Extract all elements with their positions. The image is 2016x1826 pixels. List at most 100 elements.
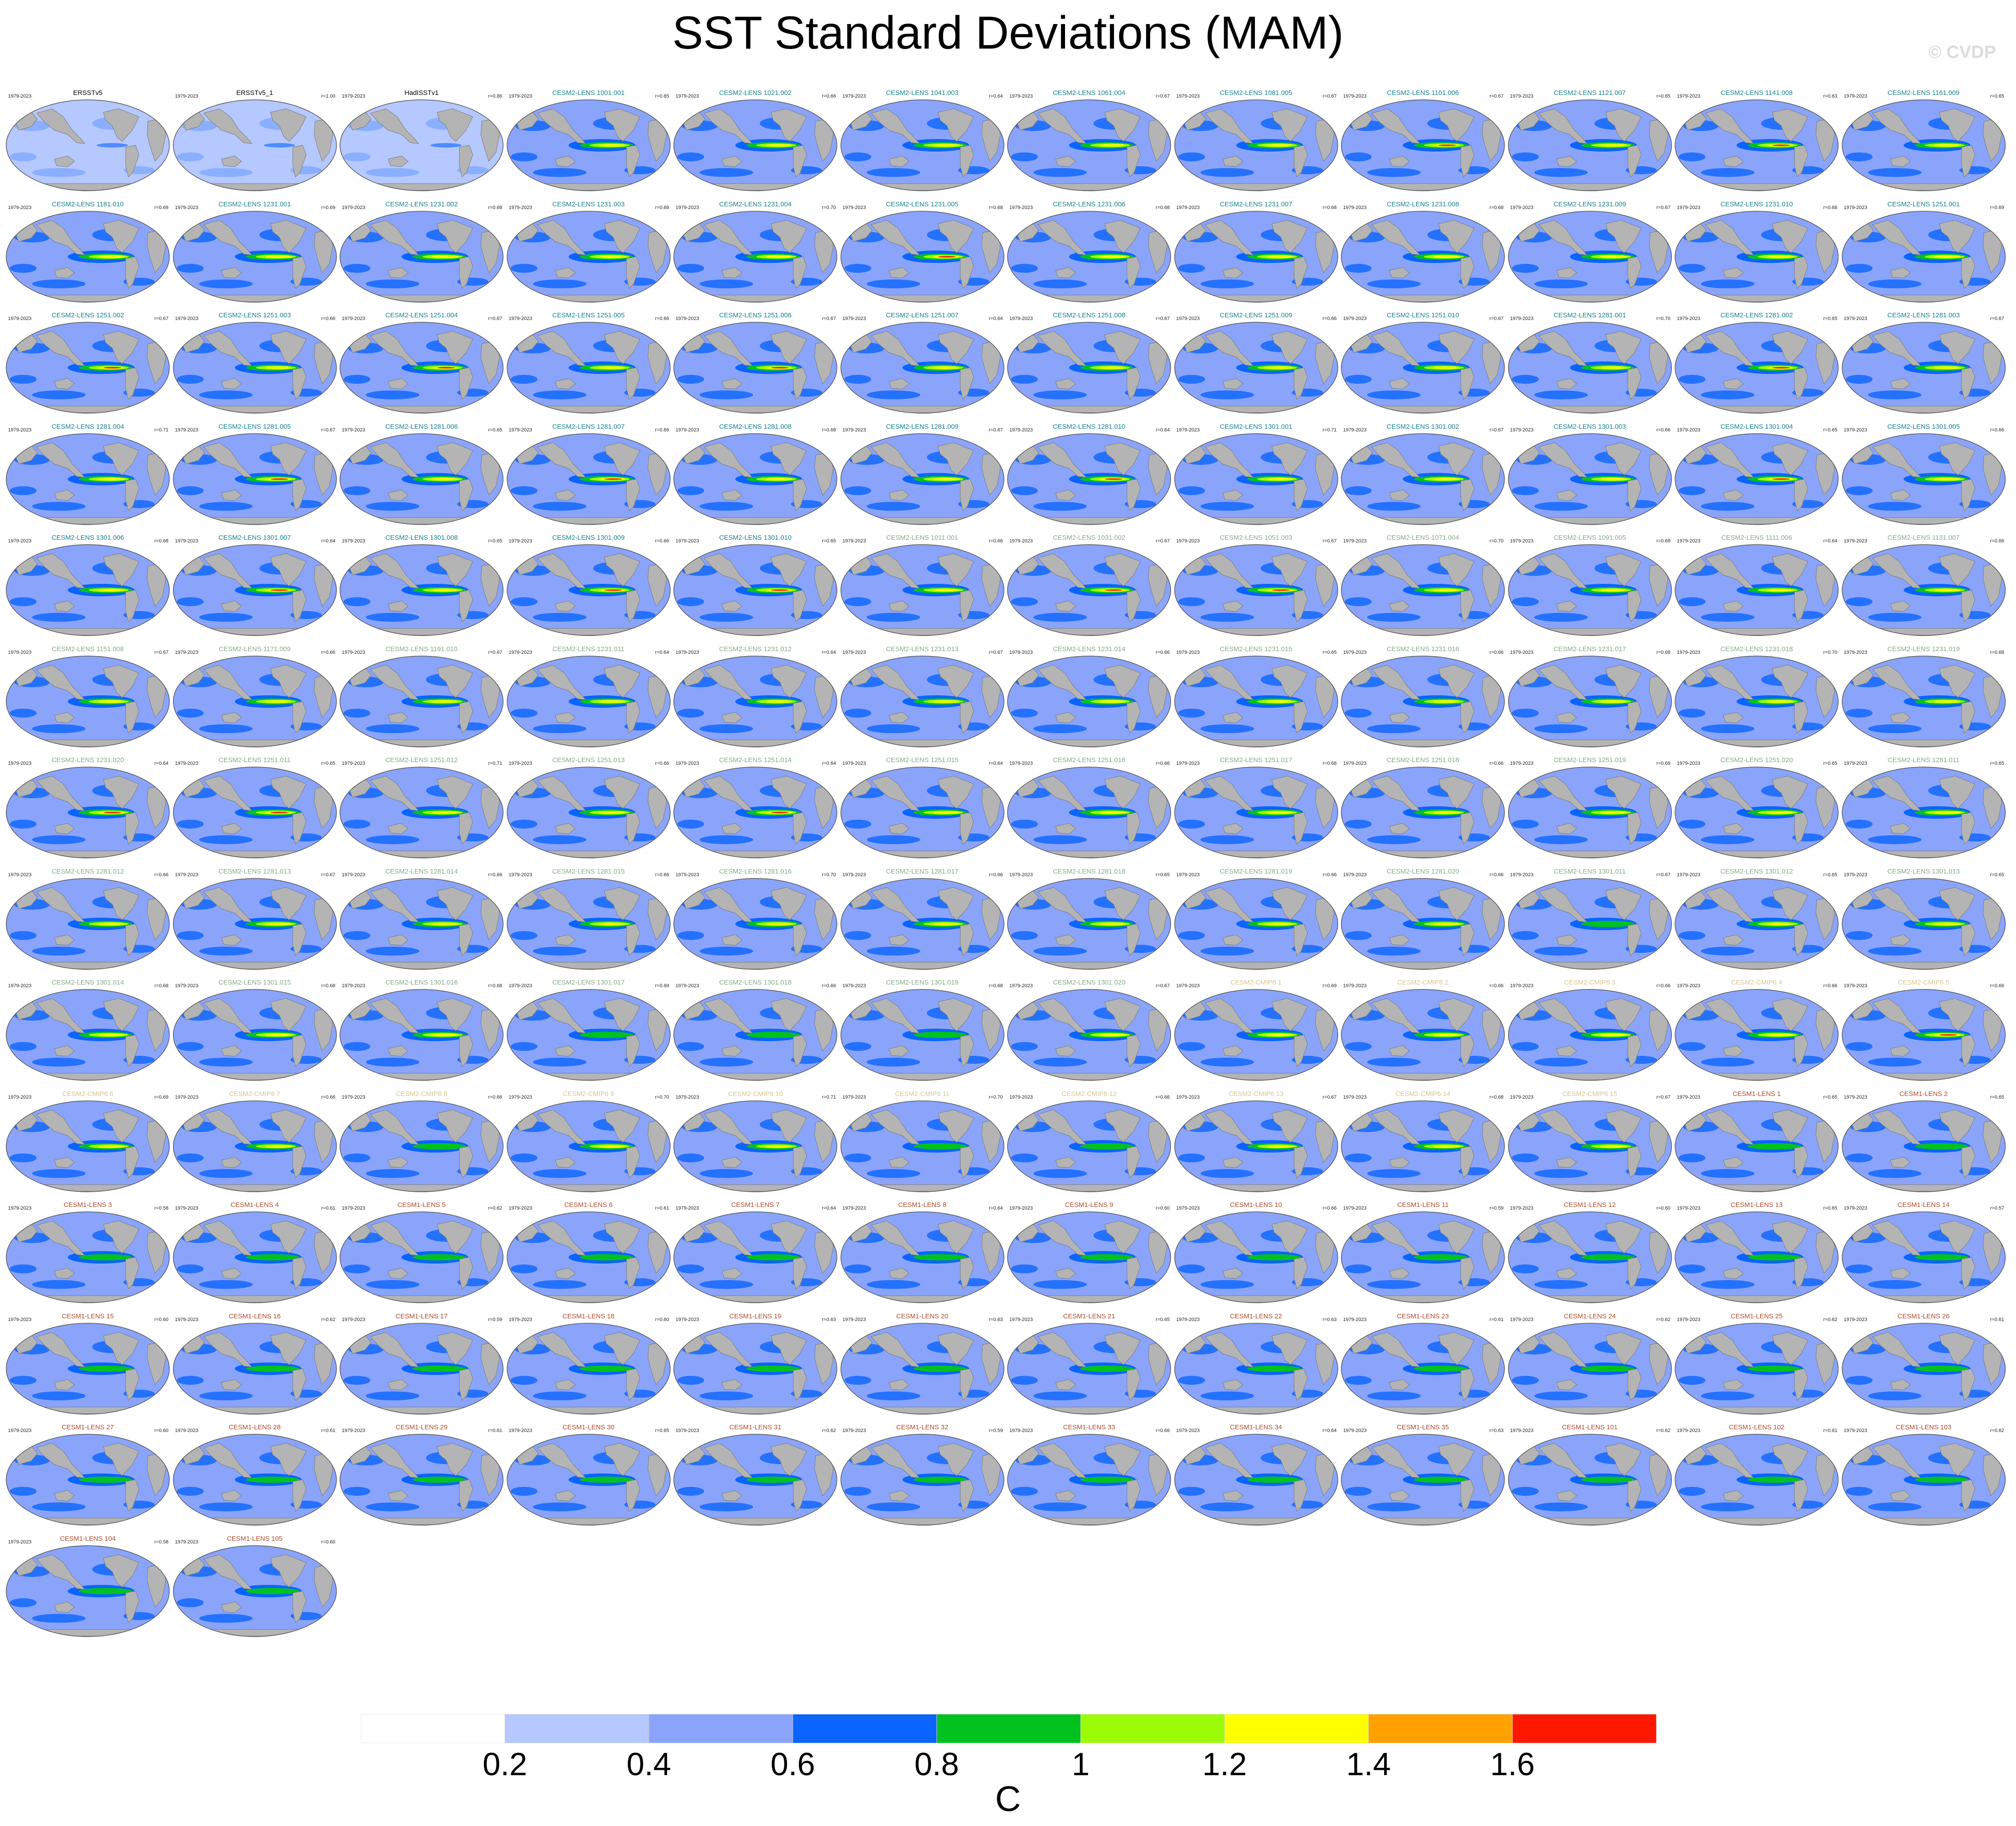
enso-band-core xyxy=(746,1032,800,1038)
variability-patch xyxy=(866,1169,920,1178)
sst-map xyxy=(673,433,837,525)
enso-band-peak xyxy=(1433,255,1460,258)
land-mass xyxy=(1872,1109,1921,1145)
colorbar-segment xyxy=(1368,1714,1513,1743)
panel-period: 1979-2023 xyxy=(175,1539,199,1545)
enso-band-max xyxy=(270,589,288,591)
enso-band-peak xyxy=(1934,144,1961,147)
land-mass xyxy=(370,331,419,366)
panel-pattern-correlation: r=0.58 xyxy=(154,1539,169,1545)
panel-title: CESM2-LENS 1251.019 xyxy=(1553,756,1626,764)
land-mass xyxy=(292,478,307,511)
variability-patch xyxy=(510,820,537,829)
panel-title: CESM2-LENS 1301.005 xyxy=(1887,423,1960,431)
panel-pattern-correlation: r=0.67 xyxy=(321,872,336,878)
panel-period: 1979-2023 xyxy=(1343,94,1367,99)
sst-map xyxy=(1841,1322,2006,1415)
panel-period: 1979-2023 xyxy=(342,94,365,99)
panel-pattern-correlation: r=0.66 xyxy=(154,872,169,878)
map-border xyxy=(1341,544,1505,636)
land-mass xyxy=(270,108,307,142)
land-mass xyxy=(292,923,307,956)
variability-patch xyxy=(1011,931,1038,940)
variability-patch xyxy=(1534,1280,1588,1289)
panel-title: CESM2-LENS 1231.007 xyxy=(1220,200,1292,208)
variability-patch xyxy=(1534,835,1588,844)
panel-pattern-correlation: r=0.66 xyxy=(1656,983,1671,989)
land-mass xyxy=(1723,267,1744,279)
enso-band-peak xyxy=(98,255,125,258)
map-panel: 1979-2023 CESM1-LENS 101 r=0.62 xyxy=(1508,1424,1672,1526)
variability-patch xyxy=(844,1153,871,1162)
variability-patch xyxy=(1345,1487,1372,1496)
panel-title: CESM2-LENS 1281.015 xyxy=(552,867,625,875)
variability-patch xyxy=(10,1042,37,1051)
map-border xyxy=(506,989,671,1081)
panel-pattern-correlation: r=0.69 xyxy=(1323,983,1337,989)
land-mass xyxy=(888,156,910,167)
panel-title: CESM2-LENS 1301.009 xyxy=(552,534,625,542)
panel-title: CESM1-LENS 12 xyxy=(1564,1201,1616,1209)
variability-patch xyxy=(1701,168,1754,177)
panel-title: CESM2-CMIP6 10 xyxy=(728,1090,783,1098)
land-mass xyxy=(103,442,139,476)
land-mass xyxy=(1037,442,1087,478)
map-panel: 1979-2023 CESM2-LENS 1231.020 r=0.64 xyxy=(5,756,170,859)
panel-title: CESM1-LENS 21 xyxy=(1063,1312,1115,1320)
panel-title: CESM2-LENS 1281.004 xyxy=(51,423,124,431)
sst-map xyxy=(673,989,837,1081)
map-panel: 1979-2023 CESM2-LENS 1281.019 r=0.66 xyxy=(1174,868,1339,970)
variability-patch xyxy=(1701,946,1754,956)
panel-period: 1979-2023 xyxy=(1176,538,1200,544)
map-border xyxy=(1841,655,2006,747)
panel-pattern-correlation: r=0.62 xyxy=(1990,1428,2004,1433)
panel-title: CESM2-LENS 1281.011 xyxy=(1887,756,1960,764)
map-border xyxy=(6,1545,170,1637)
map-border xyxy=(1675,99,1839,191)
variability-patch xyxy=(677,486,704,495)
land-mass xyxy=(1460,1479,1475,1512)
panel-period: 1979-2023 xyxy=(1677,205,1700,210)
enso-band-peak xyxy=(432,1034,459,1036)
panel-period: 1979-2023 xyxy=(1176,1317,1200,1322)
land-mass xyxy=(721,711,742,723)
land-mass xyxy=(1389,600,1410,612)
map-panel: 1979-2023 CESM2-CMIP6 7 r=0.66 xyxy=(172,1090,337,1193)
panel-period: 1979-2023 xyxy=(676,1428,699,1433)
land-mass xyxy=(603,1109,640,1143)
land-mass xyxy=(603,998,640,1031)
map-border xyxy=(1675,210,1839,303)
variability-patch xyxy=(1200,1169,1254,1178)
land-mass xyxy=(1222,600,1243,612)
land-mass xyxy=(1460,923,1475,956)
enso-band-core xyxy=(79,1588,132,1594)
panel-title: CESM2-CMIP6 7 xyxy=(229,1090,281,1098)
panel-pattern-correlation: r=0.63 xyxy=(822,1317,836,1322)
panel-title: CESM2-CMIP6 15 xyxy=(1562,1090,1618,1098)
variability-patch xyxy=(1868,168,1922,177)
sst-map xyxy=(506,655,671,747)
map-panel: 1979-2023 CESM2-LENS 1101.006 r=0.67 xyxy=(1340,89,1505,192)
land-mass xyxy=(1556,156,1577,167)
map-border xyxy=(172,1434,337,1526)
land-mass xyxy=(1127,923,1141,956)
panel-pattern-correlation: r=0.70 xyxy=(1656,316,1671,321)
panel-title: CESM2-LENS 1301.017 xyxy=(552,979,625,986)
panel-pattern-correlation: r=0.67 xyxy=(1156,94,1170,99)
sst-map xyxy=(1508,878,1672,970)
panel-title: CESM2-LENS 1281.007 xyxy=(552,423,625,431)
panel-pattern-correlation: r=0.66 xyxy=(655,761,669,766)
enso-band-peak xyxy=(98,478,125,480)
land-mass xyxy=(1438,442,1475,476)
variability-patch xyxy=(677,708,704,718)
enso-band-peak xyxy=(1767,255,1794,258)
sst-map xyxy=(1007,99,1171,191)
land-mass xyxy=(203,776,252,811)
land-mass xyxy=(1294,590,1308,622)
map-panel: 1979-2023 CESM2-LENS 1281.014 r=0.66 xyxy=(339,868,504,970)
map-border xyxy=(6,1322,170,1415)
panel-title: CESM2-LENS 1301.019 xyxy=(886,979,959,986)
land-mass xyxy=(870,1220,920,1256)
panel-pattern-correlation: r=0.66 xyxy=(1323,1206,1337,1211)
panel-period: 1979-2023 xyxy=(1176,872,1200,878)
